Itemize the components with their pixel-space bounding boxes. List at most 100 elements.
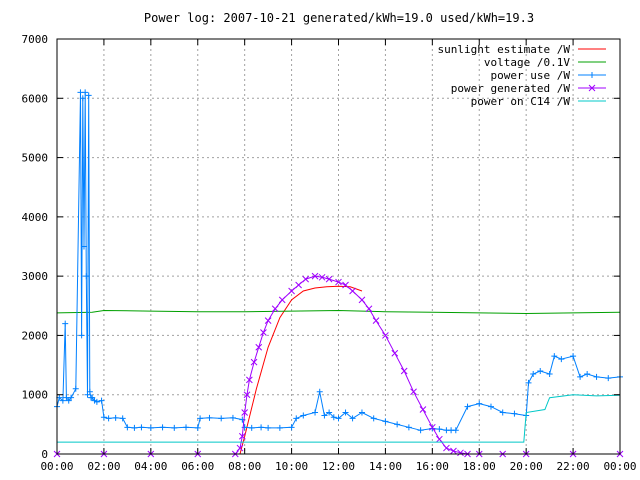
data-point: [428, 423, 436, 431]
data-point: [68, 394, 75, 401]
data-point: [358, 409, 365, 416]
data-point: [246, 376, 253, 384]
data-point: [59, 397, 66, 404]
data-point: [464, 403, 471, 410]
data-point: [159, 424, 166, 431]
data-point: [382, 418, 389, 425]
data-point: [443, 444, 450, 452]
data-point: [417, 427, 424, 434]
legend-label: voltage /0.1V: [484, 56, 570, 69]
data-point: [238, 432, 246, 440]
data-point: [605, 375, 612, 382]
axis-ticks: 0 1000 2000 3000 4000 5000 6000 7000 00:00 02:00 0…: [22, 33, 637, 473]
data-point: [119, 415, 126, 422]
data-point: [250, 358, 258, 366]
data-point: [302, 275, 310, 283]
data-point: [236, 444, 244, 452]
y-tick-label: 1000: [22, 389, 49, 402]
x-tick-label: 12:00: [322, 460, 355, 473]
x-tick-label: 16:00: [416, 460, 449, 473]
data-point: [342, 281, 349, 289]
data-point: [278, 296, 286, 304]
data-point: [93, 398, 100, 405]
y-tick-label: 3000: [22, 270, 49, 283]
data-point: [593, 373, 600, 380]
data-point: [394, 421, 401, 428]
data-point: [183, 424, 190, 431]
x-tick-label: 00:00: [40, 460, 73, 473]
x-tick-label: 18:00: [463, 460, 496, 473]
y-tick-label: 7000: [22, 33, 49, 46]
data-point: [511, 410, 518, 417]
data-point: [342, 409, 349, 416]
data-point: [83, 273, 90, 280]
legend-marker: [589, 72, 595, 78]
legend-item: power use /W: [491, 69, 606, 82]
y-tick-label: 5000: [22, 152, 49, 165]
grid: [57, 39, 620, 454]
series-sunlight-estimate-w: [239, 285, 363, 455]
legend-marker: [588, 84, 596, 92]
data-point: [349, 287, 356, 295]
legend-item: power generated /W: [451, 82, 606, 95]
series-voltage-0-1v: [56, 309, 621, 315]
x-tick-label: 08:00: [228, 460, 261, 473]
x-tick-label: 02:00: [87, 460, 120, 473]
data-point: [551, 353, 558, 360]
data-point: [311, 272, 319, 280]
data-point: [382, 332, 389, 339]
data-point: [293, 415, 300, 422]
data-point: [255, 343, 263, 351]
data-point: [248, 424, 255, 431]
legend-label: power on C14 /W: [471, 95, 571, 108]
data-point: [312, 409, 319, 416]
data-point: [112, 414, 119, 421]
data-point: [476, 400, 483, 407]
data-point: [72, 385, 79, 392]
data-point: [295, 281, 302, 289]
data-point: [326, 409, 333, 416]
data-point: [525, 379, 532, 386]
series-line: [239, 285, 363, 455]
data-point: [79, 95, 86, 102]
data-point: [499, 409, 506, 416]
data-point: [78, 332, 85, 339]
y-tick-label: 0: [41, 448, 48, 461]
legend-item: power on C14 /W: [471, 95, 606, 108]
x-tick-label: 00:00: [603, 460, 636, 473]
data-point: [546, 370, 553, 377]
legend-label: power generated /W: [451, 82, 571, 95]
data-point: [537, 368, 544, 374]
series-power-on-c14-w: [57, 394, 621, 443]
x-tick-label: 14:00: [369, 460, 402, 473]
data-point: [452, 427, 459, 434]
data-point: [457, 449, 464, 457]
data-point: [197, 415, 204, 422]
chart-title: Power log: 2007-10-21 generated/kWh=19.0…: [144, 11, 534, 25]
data-point: [124, 424, 131, 431]
data-point: [330, 414, 337, 421]
data-point: [450, 447, 457, 455]
data-point: [206, 414, 213, 421]
data-point: [410, 388, 417, 396]
data-point: [335, 415, 342, 422]
data-point: [318, 273, 326, 281]
data-point: [276, 424, 283, 431]
data-point: [105, 415, 112, 422]
data-point: [335, 278, 342, 286]
data-point: [288, 287, 295, 295]
data-point: [241, 409, 249, 416]
data-point: [194, 424, 201, 431]
data-point: [419, 406, 427, 413]
series-line: [56, 309, 621, 315]
series-line: [57, 394, 621, 443]
data-point: [570, 353, 577, 360]
data-point: [372, 317, 380, 324]
x-tick-label: 10:00: [275, 460, 308, 473]
data-point: [218, 415, 225, 422]
data-point: [487, 403, 494, 410]
x-tick-label: 04:00: [134, 460, 167, 473]
data-point: [62, 320, 69, 327]
series-layer: [53, 89, 624, 458]
data-point: [258, 424, 265, 431]
